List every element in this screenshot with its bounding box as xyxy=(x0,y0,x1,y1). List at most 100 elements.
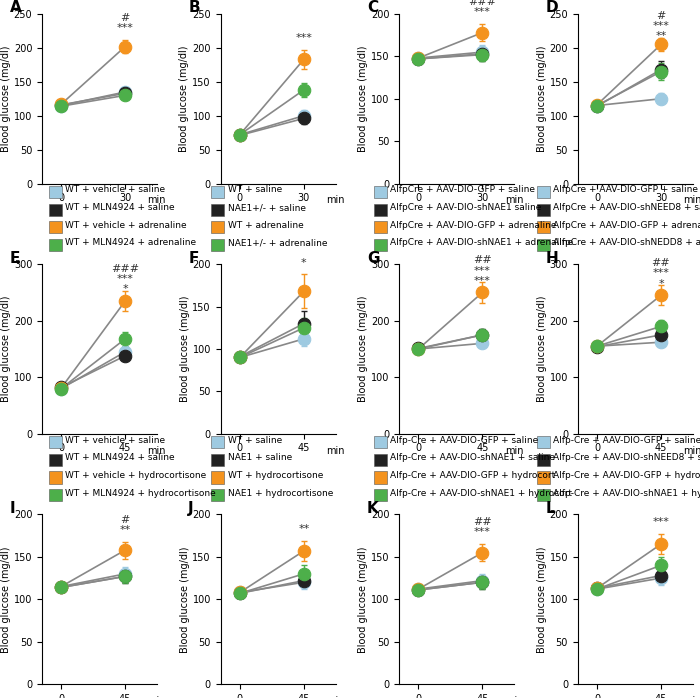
Text: WT + MLN4924 + hydrocortisone: WT + MLN4924 + hydrocortisone xyxy=(65,489,216,498)
Y-axis label: Blood glucose (mg/dl): Blood glucose (mg/dl) xyxy=(358,546,368,653)
Text: AlfpCre + AAV-DIO-GFP + saline: AlfpCre + AAV-DIO-GFP + saline xyxy=(553,186,698,195)
Text: min: min xyxy=(148,696,166,698)
Y-axis label: Blood glucose (mg/dl): Blood glucose (mg/dl) xyxy=(1,45,11,152)
Text: Alfp-Cre + AAV-DIO-GFP + saline: Alfp-Cre + AAV-DIO-GFP + saline xyxy=(553,436,700,445)
Text: ***: *** xyxy=(474,276,491,285)
Bar xyxy=(48,471,62,484)
Text: ***: *** xyxy=(474,528,491,537)
Bar xyxy=(211,239,224,251)
Text: *: * xyxy=(658,279,664,288)
Text: WT + vehicle + adrenaline: WT + vehicle + adrenaline xyxy=(65,221,186,230)
Bar xyxy=(374,454,387,466)
Bar xyxy=(211,186,224,198)
Bar xyxy=(48,186,62,198)
Y-axis label: Blood glucose (mg/dl): Blood glucose (mg/dl) xyxy=(179,45,190,152)
Text: E: E xyxy=(10,251,20,266)
Text: ***: *** xyxy=(652,268,669,279)
Text: WT + saline: WT + saline xyxy=(228,436,282,445)
Text: *: * xyxy=(301,258,307,267)
Bar xyxy=(211,454,224,466)
Text: NAE1 + hydrocortisone: NAE1 + hydrocortisone xyxy=(228,489,333,498)
Bar xyxy=(48,454,62,466)
Text: Alfp-Cre + AAV-DIO-GFP + saline: Alfp-Cre + AAV-DIO-GFP + saline xyxy=(391,436,538,445)
Bar xyxy=(48,489,62,501)
Text: A: A xyxy=(10,1,22,15)
Text: **: ** xyxy=(655,31,666,41)
Bar xyxy=(537,436,550,448)
Text: Alfp-Cre + AAV-DIO-shNAE1 + saline: Alfp-Cre + AAV-DIO-shNAE1 + saline xyxy=(391,454,555,462)
Y-axis label: Blood glucose (mg/dl): Blood glucose (mg/dl) xyxy=(180,546,190,653)
Bar xyxy=(374,489,387,501)
Text: **: ** xyxy=(298,524,309,534)
Y-axis label: Blood glucose (mg/dl): Blood glucose (mg/dl) xyxy=(358,296,368,402)
Text: C: C xyxy=(367,1,378,15)
Text: NAE1 + saline: NAE1 + saline xyxy=(228,454,292,462)
Bar xyxy=(537,204,550,216)
Text: AlfpCre + AAV-DIO-GFP + saline: AlfpCre + AAV-DIO-GFP + saline xyxy=(391,186,536,195)
Text: NAE1+/- + saline: NAE1+/- + saline xyxy=(228,203,305,212)
Text: D: D xyxy=(545,1,558,15)
Text: WT + hydrocortisone: WT + hydrocortisone xyxy=(228,471,323,480)
Text: B: B xyxy=(188,1,200,15)
Y-axis label: Blood glucose (mg/dl): Blood glucose (mg/dl) xyxy=(1,546,11,653)
Text: H: H xyxy=(545,251,559,266)
Bar xyxy=(374,471,387,484)
Text: WT + saline: WT + saline xyxy=(228,186,282,195)
Text: min: min xyxy=(148,195,166,205)
Y-axis label: Blood glucose (mg/dl): Blood glucose (mg/dl) xyxy=(180,296,190,402)
Text: AlfpCre + AAV-DIO-GFP + adrenaline: AlfpCre + AAV-DIO-GFP + adrenaline xyxy=(553,221,700,230)
Text: AlfpCre + AAV-DIO-GFP + adrenaline: AlfpCre + AAV-DIO-GFP + adrenaline xyxy=(391,221,556,230)
Text: ***: *** xyxy=(652,21,669,31)
Text: min: min xyxy=(505,696,524,698)
Text: ###: ### xyxy=(111,264,139,274)
Text: WT + vehicle + saline: WT + vehicle + saline xyxy=(65,186,165,195)
Bar xyxy=(48,204,62,216)
Y-axis label: Blood glucose (mg/dl): Blood glucose (mg/dl) xyxy=(1,296,11,402)
Bar xyxy=(537,239,550,251)
Text: Alfp-Cre + AAV-DIO-shNAE1 + hydrocort: Alfp-Cre + AAV-DIO-shNAE1 + hydrocort xyxy=(553,489,700,498)
Text: ***: *** xyxy=(295,33,312,43)
Text: min: min xyxy=(505,195,524,205)
Text: ***: *** xyxy=(474,265,491,276)
Bar xyxy=(211,489,224,501)
Text: min: min xyxy=(683,195,700,205)
Text: AlfpCre + AAV-DIO-shNAE1 + adrenaline: AlfpCre + AAV-DIO-shNAE1 + adrenaline xyxy=(391,238,573,247)
Text: min: min xyxy=(683,445,700,456)
Bar xyxy=(48,436,62,448)
Text: #: # xyxy=(657,10,666,21)
Bar xyxy=(374,239,387,251)
Text: AlfpCre + AAV-DIO-shNEED8 + saline: AlfpCre + AAV-DIO-shNEED8 + saline xyxy=(553,203,700,212)
Text: Alfp-Cre + AAV-DIO-shNEED8 + saline: Alfp-Cre + AAV-DIO-shNEED8 + saline xyxy=(553,454,700,462)
Text: min: min xyxy=(148,445,166,456)
Bar xyxy=(211,221,224,233)
Text: WT + adrenaline: WT + adrenaline xyxy=(228,221,303,230)
Bar xyxy=(48,239,62,251)
Y-axis label: Blood glucose (mg/dl): Blood glucose (mg/dl) xyxy=(537,296,547,402)
Text: min: min xyxy=(326,195,344,205)
Text: min: min xyxy=(326,445,344,456)
Text: *: * xyxy=(122,284,128,294)
Text: #: # xyxy=(120,514,130,525)
Bar xyxy=(537,471,550,484)
Text: WT + MLN4924 + saline: WT + MLN4924 + saline xyxy=(65,454,174,462)
Text: ***: *** xyxy=(117,274,134,284)
Y-axis label: Blood glucose (mg/dl): Blood glucose (mg/dl) xyxy=(537,546,547,653)
Text: ##: ## xyxy=(473,517,492,527)
Text: ##: ## xyxy=(473,255,492,265)
Text: F: F xyxy=(188,251,199,266)
Text: ###: ### xyxy=(468,0,496,7)
Bar xyxy=(537,489,550,501)
Text: Alfp-Cre + AAV-DIO-GFP + hydrocort: Alfp-Cre + AAV-DIO-GFP + hydrocort xyxy=(553,471,700,480)
Text: J: J xyxy=(188,501,194,516)
Text: Alfp-Cre + AAV-DIO-shNAE1 + hydrocort: Alfp-Cre + AAV-DIO-shNAE1 + hydrocort xyxy=(391,489,573,498)
Bar xyxy=(374,186,387,198)
Text: #: # xyxy=(120,13,130,23)
Y-axis label: Blood glucose (mg/dl): Blood glucose (mg/dl) xyxy=(537,45,547,152)
Bar xyxy=(537,186,550,198)
Bar xyxy=(211,436,224,448)
Text: WT + vehicle + hydrocortisone: WT + vehicle + hydrocortisone xyxy=(65,471,206,480)
Text: **: ** xyxy=(120,525,131,535)
Text: ***: *** xyxy=(474,8,491,17)
Bar xyxy=(537,454,550,466)
Bar xyxy=(211,471,224,484)
